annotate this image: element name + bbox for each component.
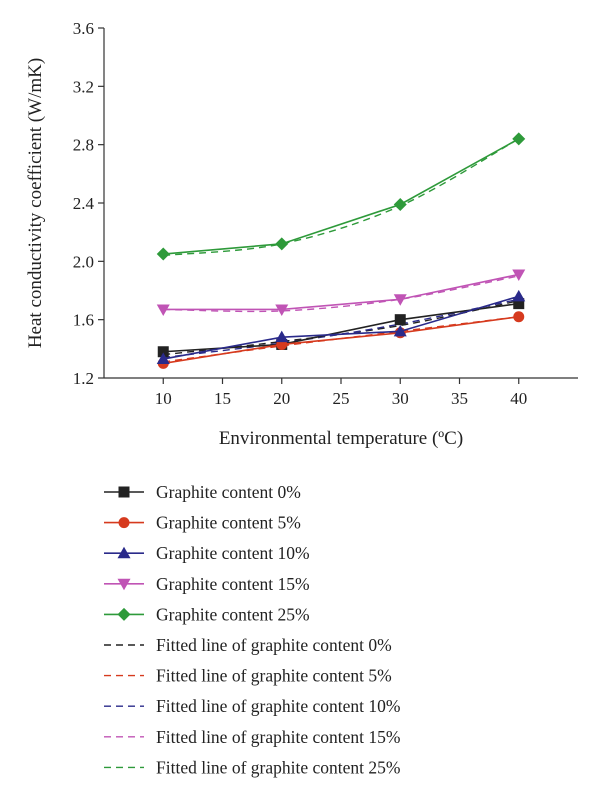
x-tick-label: 35 — [451, 389, 468, 408]
x-tick-label: 20 — [273, 389, 290, 408]
data-point — [156, 247, 170, 261]
legend-entry: Fitted line of graphite content 15% — [104, 727, 400, 747]
series-line — [163, 315, 519, 365]
legend: Graphite content 0% Graphite content 5% Gr… — [104, 482, 400, 777]
data-point — [394, 314, 406, 326]
x-axis-title: Environmental temperature (ºC) — [219, 428, 463, 449]
series-fit-line — [163, 275, 519, 313]
legend-label: Fitted line of graphite content 0% — [156, 635, 392, 655]
x-tick-label: 40 — [510, 389, 527, 408]
legend-entry: Graphite content 0% — [104, 482, 301, 502]
y-tick-label: 3.2 — [73, 77, 94, 96]
legend-label: Graphite content 0% — [156, 482, 301, 502]
series-line — [163, 273, 519, 311]
data-point — [393, 294, 407, 306]
legend-entry: Fitted line of graphite content 0% — [104, 635, 392, 655]
data-point — [513, 311, 525, 323]
y-tick-label: 1.2 — [73, 369, 94, 388]
legend-label: Graphite content 15% — [156, 574, 310, 594]
legend-marker — [117, 546, 131, 559]
y-tick-label: 1.6 — [73, 311, 94, 330]
series-line — [163, 295, 519, 360]
legend-label: Graphite content 25% — [156, 604, 310, 624]
y-tick-label: 3.6 — [73, 19, 94, 38]
legend-marker — [117, 578, 131, 591]
legend-marker — [117, 607, 131, 621]
data-point — [512, 132, 526, 146]
data-point — [156, 352, 170, 365]
legend-entry: Fitted line of graphite content 10% — [104, 696, 400, 716]
data-point — [156, 304, 170, 316]
data-point — [512, 269, 526, 281]
series-line — [163, 138, 520, 255]
legend-label: Graphite content 10% — [156, 543, 310, 563]
legend-entry: Fitted line of graphite content 5% — [104, 666, 392, 686]
legend-entry: Fitted line of graphite content 25% — [104, 757, 400, 777]
data-point — [275, 304, 289, 316]
legend-label: Graphite content 5% — [156, 513, 301, 533]
data-point — [275, 237, 289, 251]
legend-label: Fitted line of graphite content 5% — [156, 666, 392, 686]
legend-entry: Graphite content 15% — [104, 574, 310, 594]
legend-marker — [118, 486, 130, 498]
x-tick-label: 10 — [155, 389, 172, 408]
legend-label: Fitted line of graphite content 15% — [156, 727, 400, 747]
x-tick-label: 25 — [333, 389, 350, 408]
series-fit-line — [163, 138, 520, 257]
data-point — [157, 346, 169, 358]
data-point — [393, 324, 407, 337]
x-tick-label: 30 — [392, 389, 409, 408]
x-tick-label: 15 — [214, 389, 231, 408]
y-tick-label: 2.0 — [73, 252, 94, 271]
data-point — [393, 197, 407, 211]
y-tick-label: 2.8 — [73, 136, 94, 155]
data-point — [513, 298, 525, 310]
legend-entry: Graphite content 25% — [104, 604, 310, 624]
legend-entry: Graphite content 5% — [104, 513, 301, 533]
plot-area: 1.2 1.6 2.0 2.4 2.8 3.2 3.6 10 15 20 25 30 35 40 — [73, 19, 578, 408]
y-axis-title: Heat conductivity coefficient (W/mK) — [25, 58, 46, 348]
legend-entry: Graphite content 10% — [104, 543, 310, 563]
y-tick-label: 2.4 — [73, 194, 95, 213]
data-point — [275, 330, 289, 343]
legend-label: Fitted line of graphite content 10% — [156, 696, 400, 716]
legend-label: Fitted line of graphite content 25% — [156, 757, 400, 777]
legend-marker — [118, 517, 130, 529]
data-point — [512, 289, 526, 302]
